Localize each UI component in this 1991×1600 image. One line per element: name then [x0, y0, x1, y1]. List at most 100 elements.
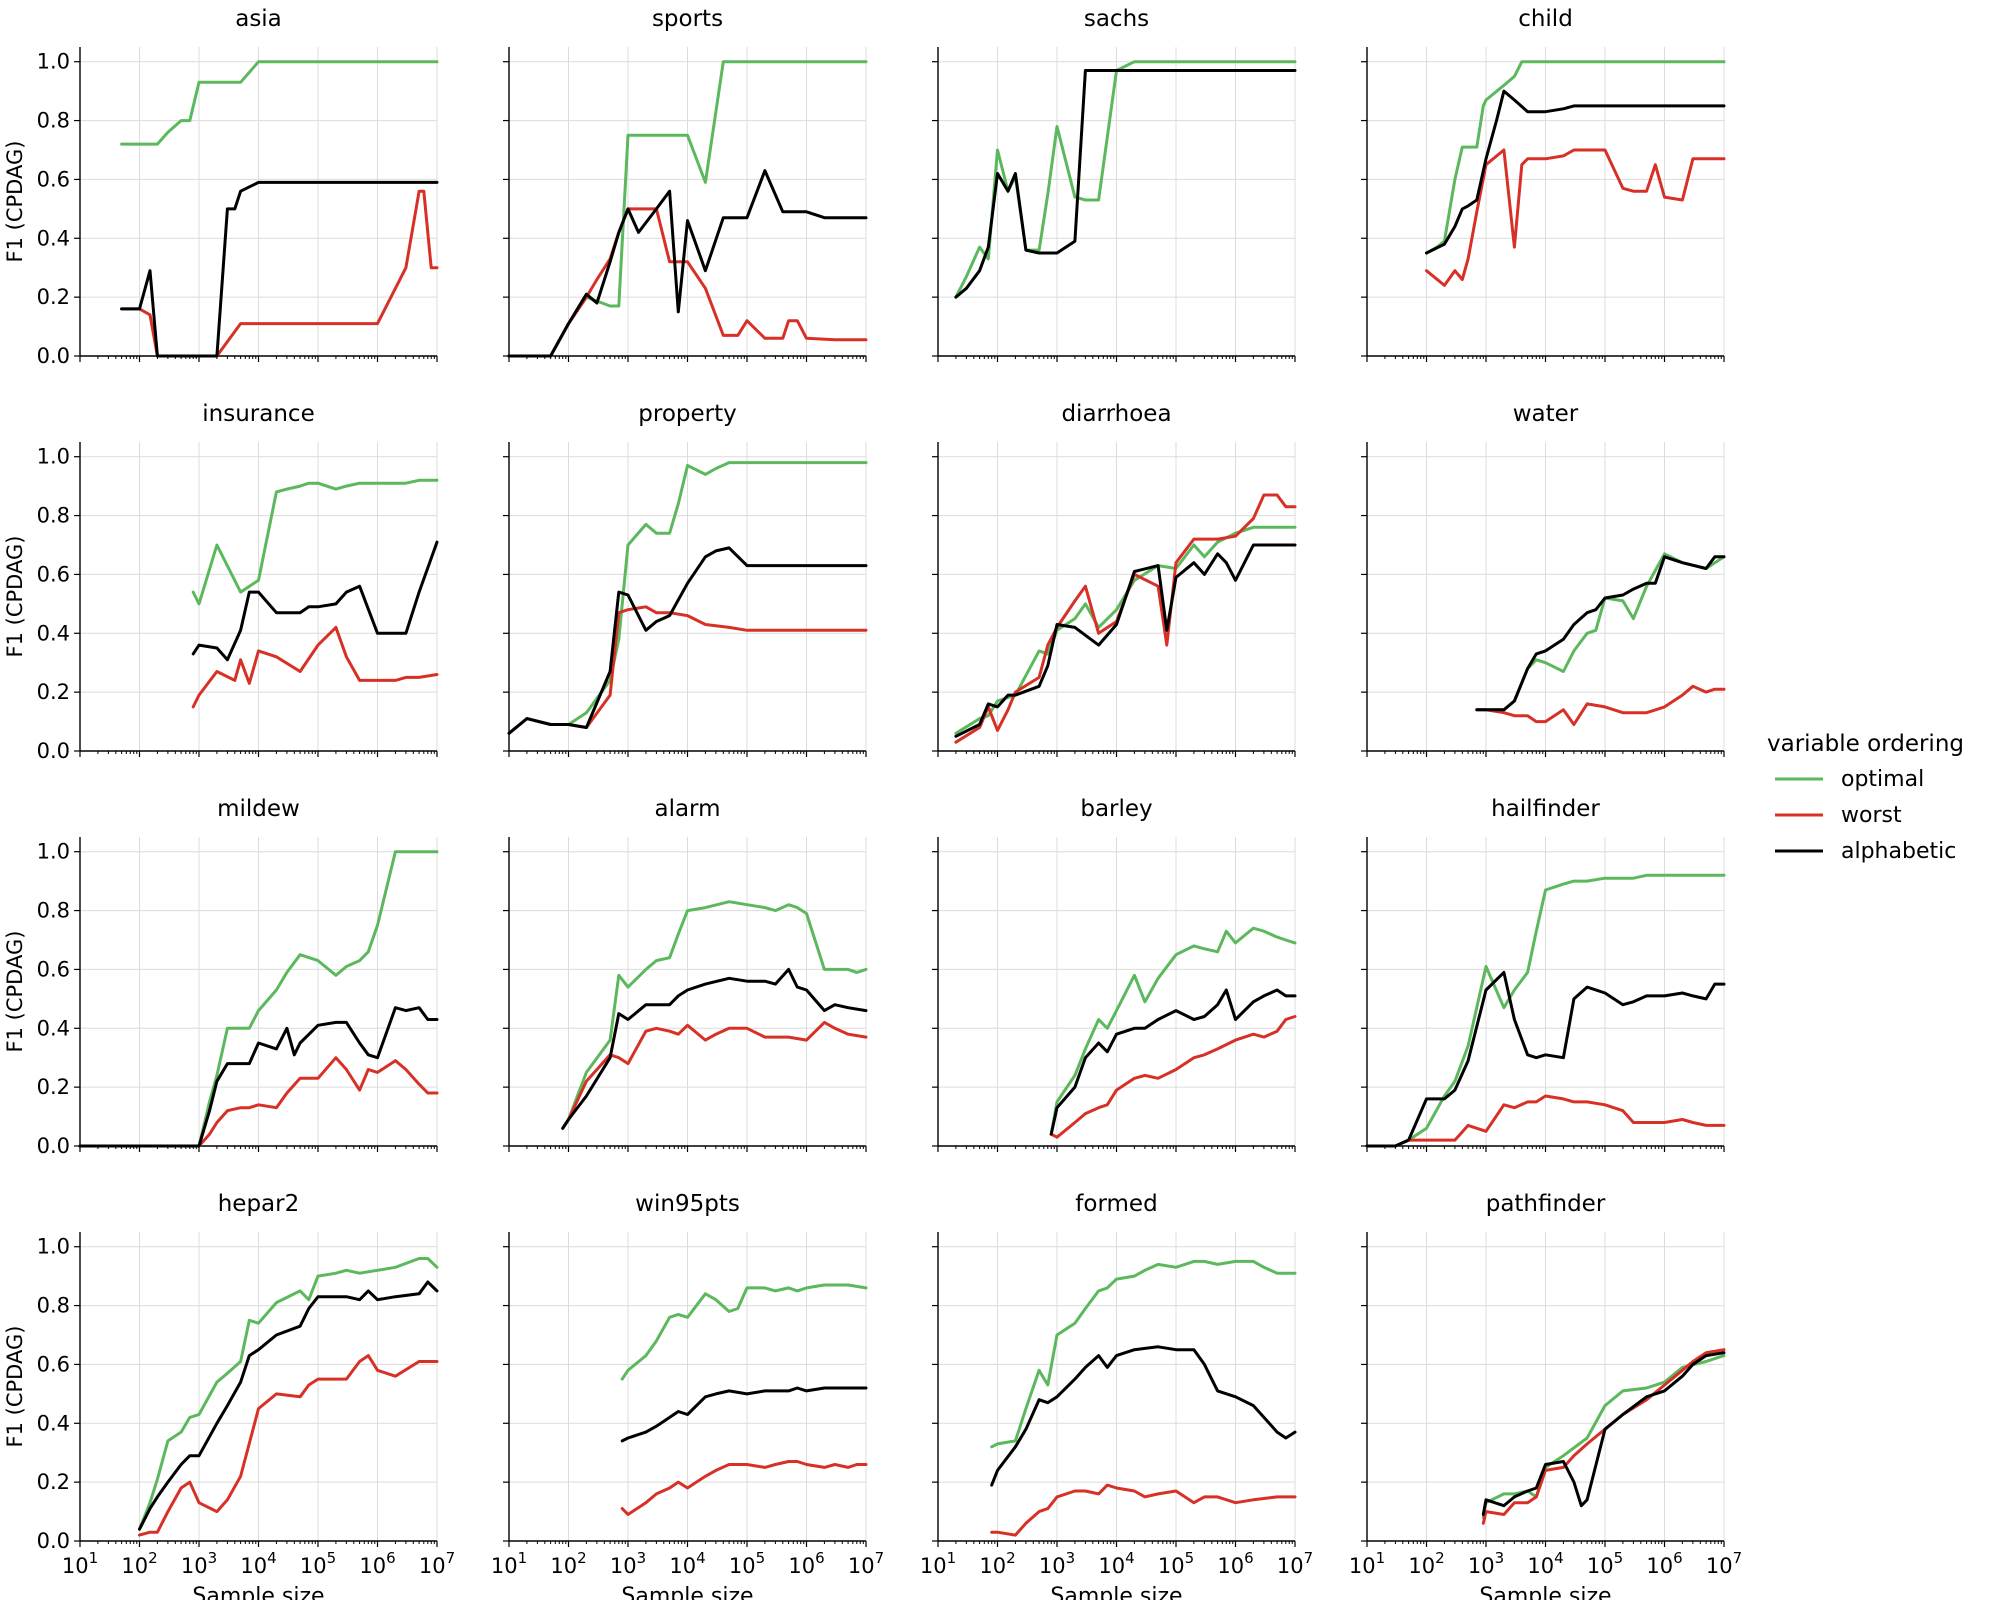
panel-property: property [503, 401, 868, 757]
series-line-optimal [1425, 60, 1726, 255]
series-line-worst [1475, 684, 1726, 726]
series-line-optimal [1049, 926, 1297, 1136]
series-line-worst [138, 1354, 439, 1537]
x-tick-label: 105 [300, 1549, 336, 1578]
x-tick-label: 103 [1039, 1549, 1075, 1578]
y-tick-label: 0.0 [37, 739, 70, 763]
y-tick-label: 1.0 [37, 1235, 70, 1259]
y-tick-label: 0.2 [37, 680, 70, 704]
series-line-optimal [1365, 873, 1726, 1148]
y-tick-label: 0.2 [37, 1075, 70, 1099]
panel-alarm: alarm [503, 796, 868, 1152]
x-axis-label: Sample size [1050, 1584, 1182, 1600]
panel-title: formed [1075, 1191, 1157, 1217]
series-line-alphabetic [507, 546, 868, 735]
panel-sachs: sachs [932, 6, 1297, 362]
y-axis-label: F1 (CPDAG) [3, 1326, 27, 1448]
panel-sports: sports [503, 6, 868, 362]
grid [1366, 837, 1725, 1147]
x-tick-label: 104 [1527, 1549, 1563, 1578]
series-line-alphabetic [1425, 89, 1726, 255]
panel-title: insurance [202, 401, 314, 427]
grid [937, 837, 1296, 1147]
y-tick-label: 1.0 [37, 840, 70, 864]
panel-water: water [1361, 401, 1726, 757]
series-line-worst [1481, 1348, 1726, 1525]
grid [79, 442, 438, 752]
x-tick-label: 101 [491, 1549, 527, 1578]
y-axis-label: F1 (CPDAG) [3, 536, 27, 658]
panel-mildew: 0.0 0.2 0.4 0.6 0.8 1.0 mildew F1 (CPDAG) [3, 796, 439, 1158]
series-line-worst [561, 1020, 868, 1130]
x-tick-label: 103 [1468, 1549, 1504, 1578]
x-tick-label: 101 [62, 1549, 98, 1578]
y-tick-label: 0.8 [37, 109, 70, 133]
x-tick-label: 102 [979, 1549, 1015, 1578]
x-tick-label: 102 [550, 1549, 586, 1578]
legend-label-optimal: optimal [1841, 767, 1924, 792]
series-line-alphabetic [620, 1386, 868, 1443]
x-tick-label: 102 [121, 1549, 157, 1578]
x-tick-label: 101 [920, 1549, 956, 1578]
x-axis-label: Sample size [192, 1584, 324, 1600]
series-line-worst [78, 1056, 439, 1148]
y-tick-label: 0.4 [37, 1016, 70, 1040]
x-tick-label: 106 [1646, 1549, 1682, 1578]
x-tick-label: 104 [669, 1549, 705, 1578]
x-tick-label: 105 [1587, 1549, 1623, 1578]
series-line-alphabetic [1475, 555, 1726, 712]
y-tick-label: 0.6 [37, 957, 70, 981]
panel-barley: barley [932, 796, 1297, 1152]
panel-title: sachs [1084, 6, 1149, 32]
series-line-worst [1425, 148, 1726, 287]
x-tick-label: 107 [419, 1549, 455, 1578]
y-tick-label: 0.2 [37, 1470, 70, 1494]
x-tick-label: 104 [1098, 1549, 1134, 1578]
series-line-worst [954, 493, 1297, 744]
series-line-optimal [1475, 552, 1726, 712]
panel-title: alarm [654, 796, 720, 822]
x-tick-label: 105 [729, 1549, 765, 1578]
series-line-alphabetic [561, 967, 868, 1130]
grid [79, 837, 438, 1147]
panel-title: win95pts [635, 1191, 740, 1217]
panel-title: barley [1080, 796, 1152, 822]
y-tick-label: 1.0 [37, 50, 70, 74]
legend-title: variable ordering [1767, 731, 1964, 757]
panel-asia: 0.0 0.2 0.4 0.6 0.8 1.0 asia F1 (CPDAG) [3, 6, 439, 368]
series-line-alphabetic [191, 540, 439, 662]
y-tick-label: 0.6 [37, 562, 70, 586]
series-line-optimal [990, 1259, 1297, 1449]
y-tick-label: 0.4 [37, 621, 70, 645]
y-tick-label: 0.4 [37, 226, 70, 250]
panel-title: mildew [217, 796, 300, 822]
x-axis-label: Sample size [1479, 1584, 1611, 1600]
panel-title: property [638, 401, 736, 427]
x-tick-label: 103 [610, 1549, 646, 1578]
series-line-worst [120, 189, 439, 358]
y-axis-label: F1 (CPDAG) [3, 141, 27, 263]
panel-title: child [1518, 6, 1573, 32]
panel-title: water [1513, 401, 1579, 427]
x-tick-label: 107 [1706, 1549, 1742, 1578]
series-line-alphabetic [1365, 970, 1726, 1148]
x-tick-label: 107 [848, 1549, 884, 1578]
y-tick-label: 0.2 [37, 285, 70, 309]
series-line-optimal [78, 850, 439, 1148]
legend-label-worst: worst [1841, 803, 1902, 828]
grid [79, 1232, 438, 1542]
panel-formed: 101 102 103 104 105 106 107 formed Sample size [920, 1191, 1313, 1600]
series-line-worst [620, 1460, 868, 1516]
x-tick-label: 103 [181, 1549, 217, 1578]
x-tick-label: 104 [240, 1549, 276, 1578]
panel-hailfinder: hailfinder [1361, 796, 1726, 1152]
series-line-alphabetic [138, 1280, 439, 1531]
y-tick-label: 0.8 [37, 899, 70, 923]
legend-entries: optimal worst alphabetic [1775, 767, 1956, 864]
series-line-optimal [561, 900, 868, 1130]
grid [508, 47, 867, 357]
panel-title: sports [652, 6, 723, 32]
series-line-optimal [191, 478, 439, 606]
y-tick-label: 0.0 [37, 1134, 70, 1158]
y-tick-label: 1.0 [37, 445, 70, 469]
